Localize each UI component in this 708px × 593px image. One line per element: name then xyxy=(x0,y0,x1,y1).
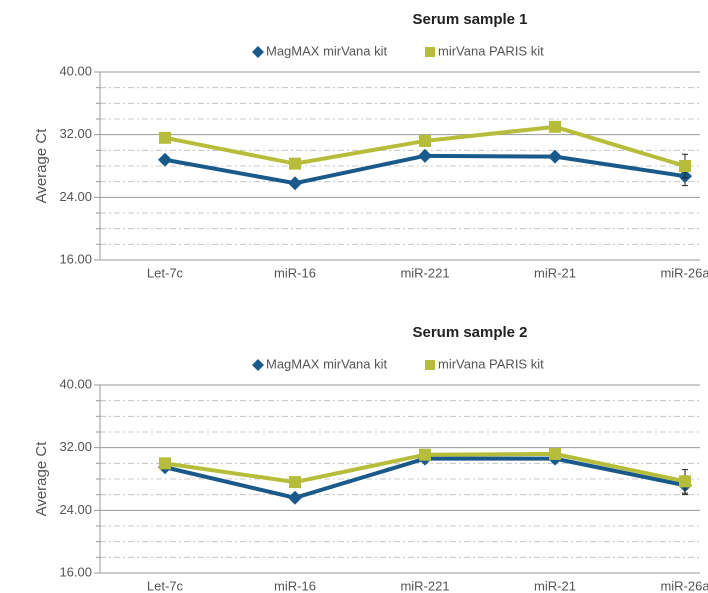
y-tick-label: 24.00 xyxy=(59,502,92,517)
point xyxy=(549,447,561,460)
legend-marker xyxy=(425,47,435,57)
y-tick-label: 24.00 xyxy=(59,189,92,204)
point xyxy=(419,134,431,147)
y-tick-label: 16.00 xyxy=(59,564,92,579)
legend-marker xyxy=(252,359,264,371)
y-axis-label: Average Ct xyxy=(33,128,50,204)
point xyxy=(289,157,301,170)
point xyxy=(158,152,172,167)
point xyxy=(159,131,171,144)
point xyxy=(289,476,301,489)
legend-label: MagMAX mirVana kit xyxy=(266,43,388,58)
point xyxy=(679,160,691,172)
x-tick-label: miR-221 xyxy=(400,265,449,280)
x-tick-label: miR-21 xyxy=(534,265,576,280)
chart-title: Serum sample 1 xyxy=(412,11,527,28)
y-tick-label: 40.00 xyxy=(59,63,92,78)
x-tick-label: miR-26a xyxy=(660,578,708,593)
point xyxy=(419,448,431,461)
x-tick-label: Let-7c xyxy=(147,265,184,280)
x-tick-label: miR-21 xyxy=(534,578,576,593)
legend-label: mirVana PARIS kit xyxy=(438,356,544,371)
y-tick-label: 32.00 xyxy=(59,126,92,141)
legend-marker xyxy=(425,360,435,370)
point xyxy=(679,475,691,488)
x-tick-label: miR-26a xyxy=(660,265,708,280)
x-tick-label: Let-7c xyxy=(147,578,184,593)
legend-marker xyxy=(252,46,264,58)
x-tick-label: miR-16 xyxy=(274,265,316,280)
point xyxy=(549,120,561,133)
point xyxy=(418,148,432,163)
x-tick-label: miR-16 xyxy=(274,578,316,593)
x-tick-label: miR-221 xyxy=(400,578,449,593)
y-tick-label: 16.00 xyxy=(59,251,92,266)
point xyxy=(288,490,302,505)
point xyxy=(288,176,302,191)
y-axis-label: Average Ct xyxy=(33,441,50,517)
y-tick-label: 32.00 xyxy=(59,439,92,454)
point xyxy=(548,149,562,164)
legend-label: mirVana PARIS kit xyxy=(438,43,544,58)
y-tick-label: 40.00 xyxy=(59,376,92,391)
legend-label: MagMAX mirVana kit xyxy=(266,356,388,371)
chart-title: Serum sample 2 xyxy=(412,324,527,341)
point xyxy=(159,457,171,470)
